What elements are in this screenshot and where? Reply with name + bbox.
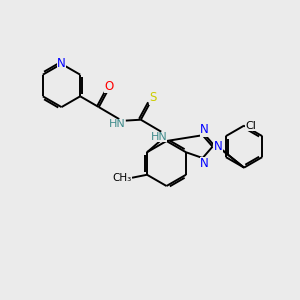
Text: Cl: Cl [245,121,256,130]
Text: N: N [200,157,208,170]
Text: HN: HN [150,132,167,142]
Text: N: N [200,123,208,136]
Text: O: O [104,80,114,93]
Text: N: N [214,140,222,153]
Text: N: N [57,57,66,70]
Text: S: S [149,91,157,104]
Text: CH₃: CH₃ [113,173,132,183]
Text: HN: HN [108,119,125,129]
